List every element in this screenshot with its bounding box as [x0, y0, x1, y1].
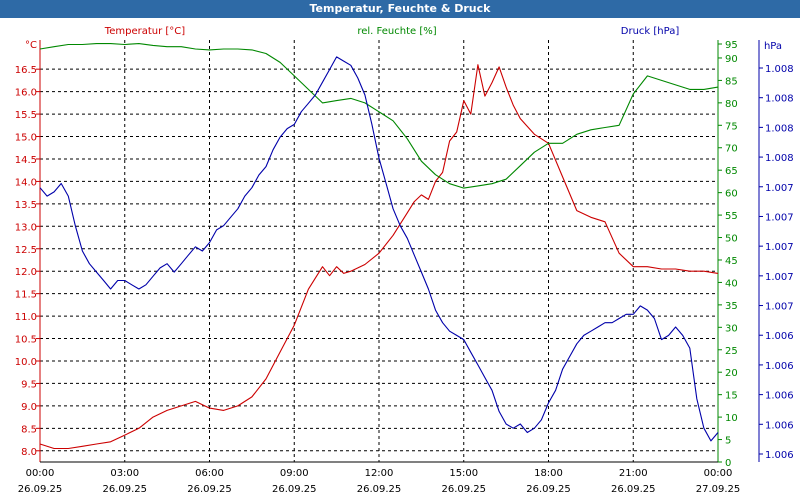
temperature-tick-label: 14.0	[15, 177, 37, 188]
pressure-tick-label: 1.008	[765, 123, 794, 134]
temperature-tick-label: 13.0	[15, 222, 37, 233]
temperature-tick-label: 8.5	[21, 424, 37, 435]
pressure-tick-label: 1.007	[765, 212, 794, 223]
humidity-tick-label: 90	[725, 54, 738, 65]
x-tick-date-label: 26.09.25	[357, 484, 402, 495]
x-tick-date-label: 26.09.25	[272, 484, 317, 495]
x-tick-time-label: 21:00	[619, 468, 648, 479]
humidity-tick-label: 30	[725, 323, 738, 334]
pressure-tick-label: 1.008	[765, 64, 794, 75]
axes	[36, 40, 763, 463]
temperature-tick-label: 15.0	[15, 133, 37, 144]
humidity-axis-title: rel. Feuchte [%]	[357, 26, 436, 37]
humidity-series-line	[39, 43, 719, 189]
temperature-tick-label: 10.5	[15, 335, 37, 346]
humidity-tick-label: 95	[725, 40, 738, 51]
pressure-tick-label: 1.007	[765, 242, 794, 253]
pressure-tick-label: 1.006	[765, 450, 794, 461]
x-tick-date-label: 27.09.25	[696, 484, 741, 495]
temperature-tick-label: 11.0	[15, 312, 37, 323]
pressure-tick-label: 1.006	[765, 331, 794, 342]
pressure-tick-label: 1.007	[765, 302, 794, 313]
pressure-axis-title: Druck [hPa]	[621, 26, 680, 37]
humidity-tick-label: 80	[725, 99, 738, 110]
temperature-tick-label: 12.5	[15, 245, 37, 256]
temperature-tick-label: 13.5	[15, 200, 37, 211]
x-tick-time-label: 00:00	[26, 468, 55, 479]
x-tick-time-label: 03:00	[110, 468, 139, 479]
x-tick-time-label: 15:00	[449, 468, 478, 479]
pressure-series-line	[39, 56, 719, 442]
pressure-tick-label: 1.007	[765, 183, 794, 194]
humidity-tick-label: 0	[725, 458, 731, 469]
temperature-tick-label: 8.0	[21, 447, 37, 458]
temperature-tick-label: 16.0	[15, 88, 37, 99]
temperature-tick-label: 15.5	[15, 110, 37, 121]
pressure-tick-label: 1.007	[765, 272, 794, 283]
humidity-tick-label: 10	[725, 413, 738, 424]
pressure-tick-label: 1.006	[765, 391, 794, 402]
temperature-tick-label: 16.5	[15, 65, 37, 76]
pressure-unit-label: hPa	[764, 41, 782, 52]
x-tick-date-label: 26.09.25	[526, 484, 571, 495]
temperature-tick-label: 14.5	[15, 155, 37, 166]
chart-title: Temperatur, Feuchte & Druck	[0, 0, 800, 18]
x-tick-date-label: 26.09.25	[187, 484, 232, 495]
series-lines	[39, 43, 719, 450]
humidity-tick-label: 25	[725, 346, 738, 357]
x-tick-time-label: 12:00	[365, 468, 394, 479]
temperature-series-line	[39, 64, 719, 450]
humidity-tick-label: 5	[725, 436, 731, 447]
x-tick-date-label: 26.09.25	[611, 484, 656, 495]
temperature-tick-label: 11.5	[15, 290, 37, 301]
temperature-axis-title: Temperatur [°C]	[104, 26, 185, 37]
humidity-tick-label: 75	[725, 121, 738, 132]
x-tick-time-label: 18:00	[534, 468, 563, 479]
x-tick-date-label: 26.09.25	[441, 484, 486, 495]
humidity-tick-label: 65	[725, 166, 738, 177]
temperature-tick-label: 12.0	[15, 267, 37, 278]
temperature-tick-label: 10.0	[15, 357, 37, 368]
x-tick-date-label: 26.09.25	[102, 484, 147, 495]
axis-labels: 00:00 26.09.25 03:00 26.09.25 06:00 26.09.25 0…	[15, 26, 794, 495]
humidity-tick-label: 50	[725, 234, 738, 245]
temperature-tick-label: 9.0	[21, 402, 37, 413]
humidity-tick-label: 60	[725, 189, 738, 200]
humidity-tick-label: 20	[725, 368, 738, 379]
x-tick-date-label: 26.09.25	[18, 484, 63, 495]
temperature-unit-label: °C	[25, 40, 37, 51]
humidity-tick-label: 40	[725, 278, 738, 289]
pressure-tick-label: 1.008	[765, 94, 794, 105]
humidity-tick-label: 55	[725, 211, 738, 222]
pressure-tick-label: 1.008	[765, 153, 794, 164]
x-tick-time-label: 09:00	[280, 468, 309, 479]
humidity-tick-label: 45	[725, 256, 738, 267]
humidity-tick-label: 85	[725, 76, 738, 87]
temperature-tick-label: 9.5	[21, 379, 37, 390]
pressure-tick-label: 1.006	[765, 361, 794, 372]
pressure-tick-label: 1.006	[765, 420, 794, 431]
humidity-tick-label: 15	[725, 391, 738, 402]
humidity-tick-label: 70	[725, 144, 738, 155]
x-tick-time-label: 00:00	[704, 468, 733, 479]
humidity-tick-label: 35	[725, 301, 738, 312]
x-tick-time-label: 06:00	[195, 468, 224, 479]
